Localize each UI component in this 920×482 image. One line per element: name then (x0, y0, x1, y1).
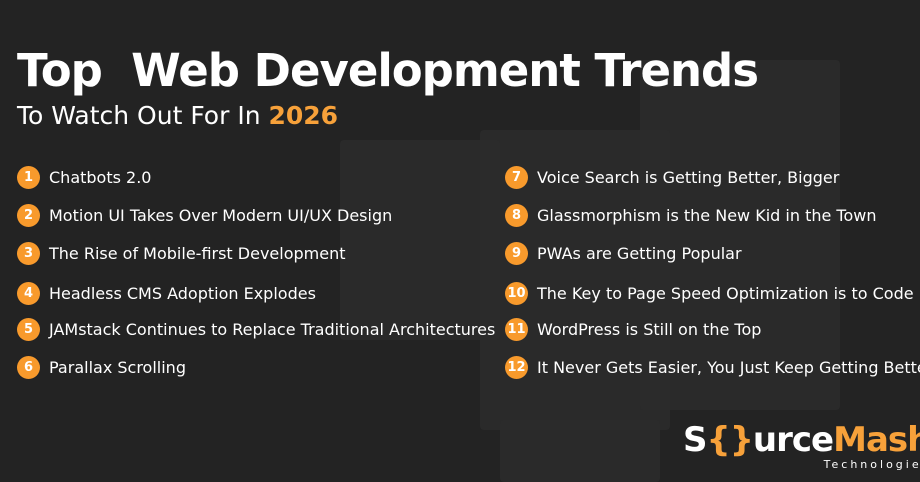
number-badge: 3 (17, 242, 40, 265)
number-badge: 7 (505, 166, 528, 189)
trend-label: Parallax Scrolling (49, 358, 186, 377)
number-badge: 10 (505, 282, 528, 305)
trend-label: Headless CMS Adoption Explodes (49, 284, 316, 303)
number-badge: 2 (17, 204, 40, 227)
trend-item: 8 Glassmorphism is the New Kid in the Tow… (505, 204, 876, 227)
trend-item: 6 Parallax Scrolling (17, 356, 186, 379)
page-title: Top Web Development Trends (17, 44, 759, 97)
trend-label: PWAs are Getting Popular (537, 244, 742, 263)
trend-label: The Rise of Mobile-first Development (49, 244, 346, 263)
trend-label: The Key to Page Speed Optimization is to… (537, 284, 920, 303)
trend-label: Chatbots 2.0 (49, 168, 152, 187)
trend-label: It Never Gets Easier, You Just Keep Gett… (537, 358, 920, 377)
number-badge: 1 (17, 166, 40, 189)
trend-label: Voice Search is Getting Better, Bigger (537, 168, 840, 187)
trend-item: 5 JAMstack Continues to Replace Tradition… (17, 318, 495, 341)
trend-item: 10 The Key to Page Speed Optimization is … (505, 282, 920, 305)
number-badge: 6 (17, 356, 40, 379)
trend-label: JAMstack Continues to Replace Traditiona… (49, 320, 496, 339)
trend-label: Motion UI Takes Over Modern UI/UX Design (49, 206, 393, 225)
trend-item: 3 The Rise of Mobile-first Development (17, 242, 346, 265)
trend-item: 7 Voice Search is Getting Better, Bigger (505, 166, 839, 189)
trend-item: 4 Headless CMS Adoption Explodes (17, 282, 316, 305)
bg-mockup (340, 140, 500, 340)
number-badge: 5 (17, 318, 40, 341)
sourcemash-logo: S{}urceMash Technologies (683, 420, 920, 471)
number-badge: 4 (17, 282, 40, 305)
number-badge: 12 (505, 356, 528, 379)
number-badge: 9 (505, 242, 528, 265)
trend-label: WordPress is Still on the Top (537, 320, 762, 339)
trend-item: 1 Chatbots 2.0 (17, 166, 151, 189)
page-subtitle: To Watch Out For In 2026 (17, 101, 339, 130)
bg-mockup (500, 420, 660, 482)
bg-mockup (640, 60, 840, 410)
trend-label: Glassmorphism is the New Kid in the Town (537, 206, 877, 225)
trend-item: 11 WordPress is Still on the Top (505, 318, 761, 341)
trend-item: 9 PWAs are Getting Popular (505, 242, 742, 265)
trend-item: 12 It Never Gets Easier, You Just Keep Ge… (505, 356, 920, 379)
number-badge: 11 (505, 318, 528, 341)
number-badge: 8 (505, 204, 528, 227)
trend-item: 2 Motion UI Takes Over Modern UI/UX Desig… (17, 204, 392, 227)
